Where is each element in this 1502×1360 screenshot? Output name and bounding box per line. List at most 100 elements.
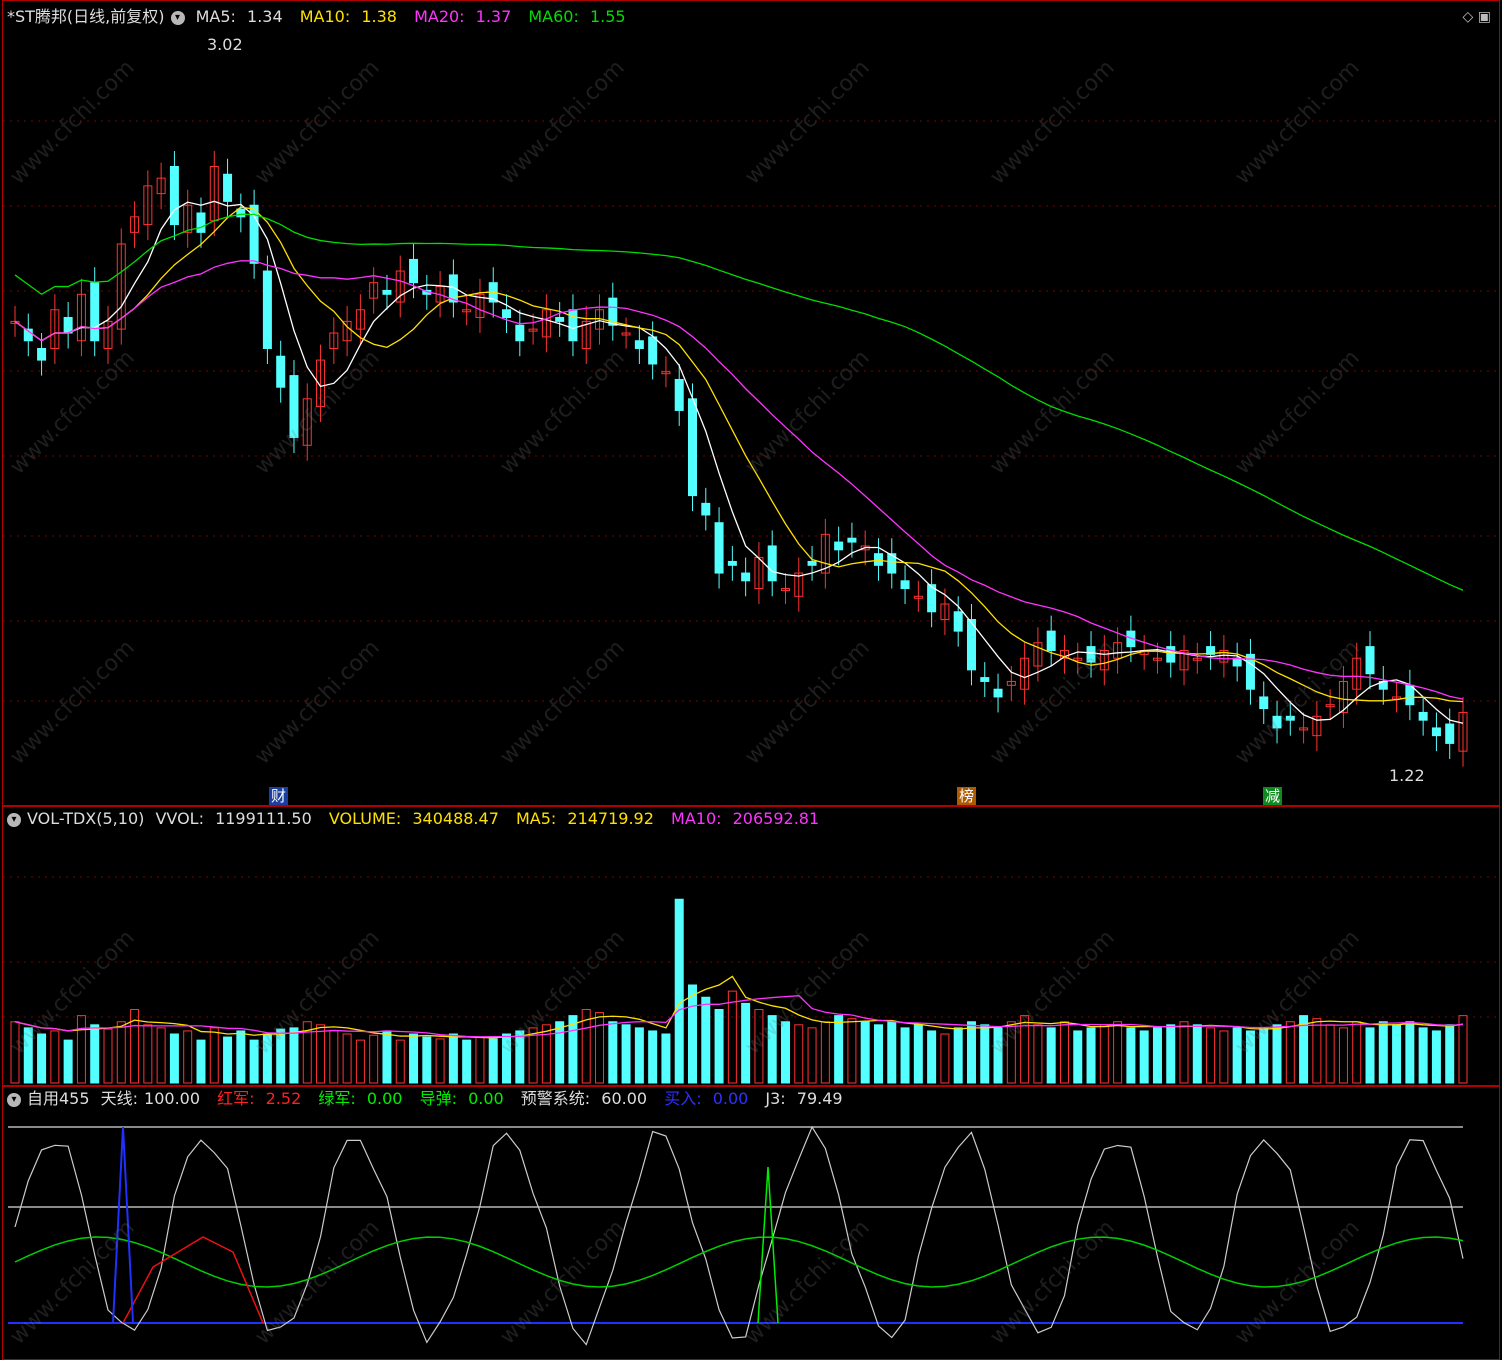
candle-body [475,293,485,319]
volume-bar [661,1033,671,1084]
candle-body [674,378,684,411]
volume-bar [940,1033,950,1084]
marker-finance[interactable]: 财 [269,787,289,805]
indicator-chart-canvas[interactable] [3,1087,1501,1360]
volume-bar [966,1021,976,1084]
settings-toggle-icon[interactable]: ▾ [7,812,21,827]
volume-bar [528,1027,538,1084]
ma20-legend: MA20: 1.37 [414,7,512,26]
candle-body [1206,646,1216,655]
candle-body [953,611,963,632]
mairu-spike [112,1126,134,1324]
candle-body [887,553,897,574]
price-chart-canvas[interactable] [3,1,1501,807]
volume-bar [1285,1021,1295,1084]
volume-bar [289,1027,299,1084]
candle-body [342,320,352,342]
candle-body [196,212,206,233]
candle-body [156,177,166,195]
volume-bar [860,1021,870,1084]
candle-body [873,553,883,566]
candle-body [462,309,472,313]
volume-bar [953,1027,963,1084]
volume-bar [196,1039,206,1084]
volume-bar [355,1039,365,1084]
volume-bar [1099,1024,1109,1084]
candle-body [741,572,751,582]
candle-body [780,588,790,592]
volume-bar [873,1024,883,1084]
volume-bar [10,1021,20,1084]
volume-chart-panel[interactable]: ▾ VOL-TDX(5,10) VVOL: 1199111.50 VOLUME: … [2,806,1501,1087]
candle-body [395,270,405,303]
candle-body [1259,696,1269,710]
volume-bar [276,1028,286,1084]
settings-toggle-icon[interactable]: ▾ [7,1092,21,1107]
price-chart-panel[interactable]: *ST腾邦(日线,前复权) ▾ MA5: 1.34 MA10: 1.38 MA20… [2,0,1501,807]
volume-bar [1179,1021,1189,1084]
volume-bar [130,1009,140,1084]
marker-reduce[interactable]: 减 [1263,787,1283,805]
ma5-legend: MA5: 1.34 [195,7,283,26]
settings-toggle-icon[interactable]: ▾ [170,10,185,25]
volume-bar [37,1033,47,1084]
volume-bar [448,1033,458,1084]
volume-bar [223,1036,233,1084]
mairu-legend: 买入: 0.00 [664,1089,749,1108]
diamond-icon[interactable]: ◇ [1462,9,1474,25]
volume-bar [302,1021,312,1084]
volume-bar [780,1021,790,1084]
candle-body [1245,653,1255,690]
candle-body [316,359,326,408]
volume-bar [169,1033,179,1084]
volume-bar [1352,1021,1362,1084]
volume-bar [1033,1024,1043,1084]
volume-bar [50,1030,60,1084]
volume-bar [727,990,737,1084]
corner-icons: ◇ ▣ [1463,9,1491,25]
volume-bar [1232,1027,1242,1084]
indicator-chart-panel[interactable]: ▾ 自用455 天线: 100.00 红军: 2.52 绿军: 0.00 导弹: 0… [2,1086,1500,1360]
volume-bar [475,1036,485,1084]
volume-bar [143,1024,153,1084]
volume-bar [834,1015,844,1084]
volume-bar [1046,1027,1056,1084]
volume-chart-canvas[interactable] [3,807,1501,1087]
marker-billboard[interactable]: 榜 [957,787,977,805]
daodan-spike [757,1166,779,1324]
candle-body [1166,646,1176,663]
volume-bar [608,1021,618,1084]
volume-bar [807,1027,817,1084]
volume-bar [116,1021,126,1084]
candle-body [980,677,990,682]
volume-bar [515,1030,525,1084]
volume-bar [1338,1027,1348,1084]
candle-body [130,216,140,233]
candle-body [648,336,658,365]
maximize-icon[interactable]: ▣ [1477,9,1491,25]
ma60-legend: MA60: 1.55 [528,7,626,26]
volume-bar [688,984,698,1084]
candle-body [568,309,578,342]
volume-bar [595,1012,605,1084]
hongjun-legend: 红军: 2.52 [217,1089,302,1108]
ma10-legend: MA10: 1.38 [299,7,397,26]
candle-body [1059,649,1069,659]
price-legend: *ST腾邦(日线,前复权) ▾ MA5: 1.34 MA10: 1.38 MA20… [7,7,638,27]
volume-bar [820,1021,830,1084]
volume-bar [76,1015,86,1084]
volume-bar [1113,1021,1123,1084]
candle-body [1192,657,1202,661]
volume-bar [1312,1018,1322,1084]
candle-body [1099,649,1109,671]
volume-legend: ▾ VOL-TDX(5,10) VVOL: 1199111.50 VOLUME: … [7,809,831,829]
volume-bar [1418,1027,1428,1084]
volume-bar [23,1027,33,1084]
volume-bar [714,1009,724,1084]
candle-body [820,533,830,574]
candle-body [143,185,153,226]
volume-bar [634,1027,644,1084]
candle-body [1338,680,1348,713]
candle-body [276,355,286,388]
volume-bar [674,898,684,1084]
